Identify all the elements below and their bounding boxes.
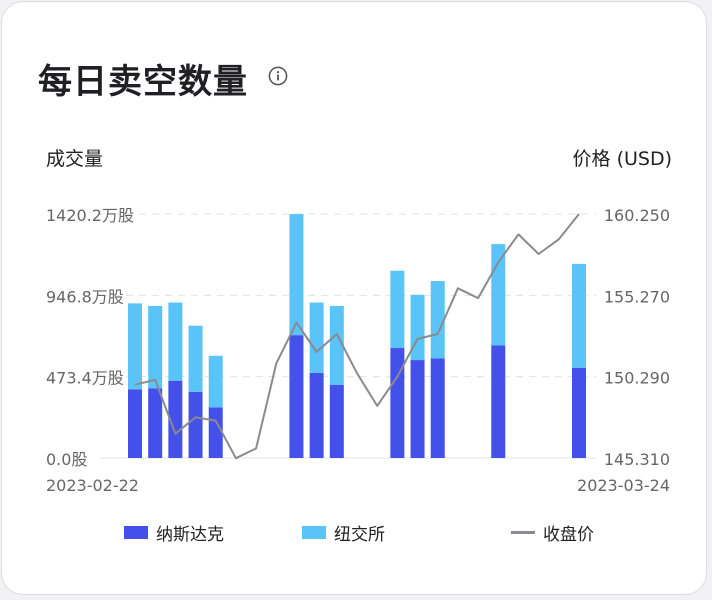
legend-swatch-nyse	[302, 526, 326, 539]
x-end-label: 2023-03-24	[577, 476, 670, 495]
bar-nyse	[491, 244, 506, 346]
left-axis-title: 成交量	[46, 148, 104, 170]
bar-nyse	[168, 302, 183, 381]
left-tick-label: 1420.2万股	[46, 206, 134, 225]
legend-nasdaq[interactable]: 纳斯达克	[124, 520, 224, 545]
bar-nyse	[329, 305, 344, 385]
bar-nyse	[430, 281, 445, 359]
legend-swatch-nasdaq	[124, 526, 148, 539]
bar-nasdaq	[168, 380, 183, 458]
x-start-label: 2023-02-22	[46, 476, 139, 495]
bar-nyse	[148, 305, 163, 389]
bar-nyse	[208, 355, 223, 408]
bar-nyse	[572, 263, 586, 368]
page-title: 每日卖空数量	[38, 62, 248, 102]
left-tick-label: 473.4万股	[46, 369, 124, 388]
right-tick-label: 145.310	[604, 450, 670, 469]
legend-nyse[interactable]: 纽交所	[302, 520, 385, 545]
bar-nasdaq	[430, 358, 445, 458]
legend-close-price[interactable]: 收盘价	[511, 520, 594, 545]
bar-nyse	[128, 303, 142, 390]
legend-label-nyse: 纽交所	[334, 525, 385, 545]
bar-nasdaq	[390, 348, 405, 458]
left-tick-label: 946.8万股	[46, 287, 124, 306]
bar-nasdaq	[309, 372, 324, 458]
bar-nasdaq	[329, 384, 344, 458]
bar-nasdaq	[410, 360, 425, 458]
bar-nyse	[390, 270, 405, 349]
close-price-line	[134, 213, 580, 460]
bar-nasdaq	[128, 389, 142, 458]
left-tick-label: 0.0股	[46, 450, 87, 469]
bar-nasdaq	[572, 367, 586, 458]
legend-swatch-close-price	[511, 531, 535, 534]
bar-nyse	[410, 294, 425, 361]
bar-nasdaq	[491, 345, 506, 458]
bar-nasdaq	[289, 335, 304, 458]
bar-nasdaq	[148, 388, 163, 458]
info-circle-icon[interactable]	[268, 66, 288, 86]
bar-nasdaq	[208, 407, 223, 458]
bar-nyse	[289, 214, 304, 336]
right-tick-label: 155.270	[604, 287, 670, 306]
legend-label-nasdaq: 纳斯达克	[156, 525, 224, 545]
bar-nyse	[309, 302, 324, 373]
bar-nyse	[188, 325, 203, 392]
bar-nasdaq	[188, 391, 203, 458]
right-tick-label: 160.250	[604, 206, 670, 225]
legend-label-close-price: 收盘价	[543, 525, 594, 545]
right-tick-label: 150.290	[604, 369, 670, 388]
right-axis-title: 价格 (USD)	[572, 148, 672, 170]
